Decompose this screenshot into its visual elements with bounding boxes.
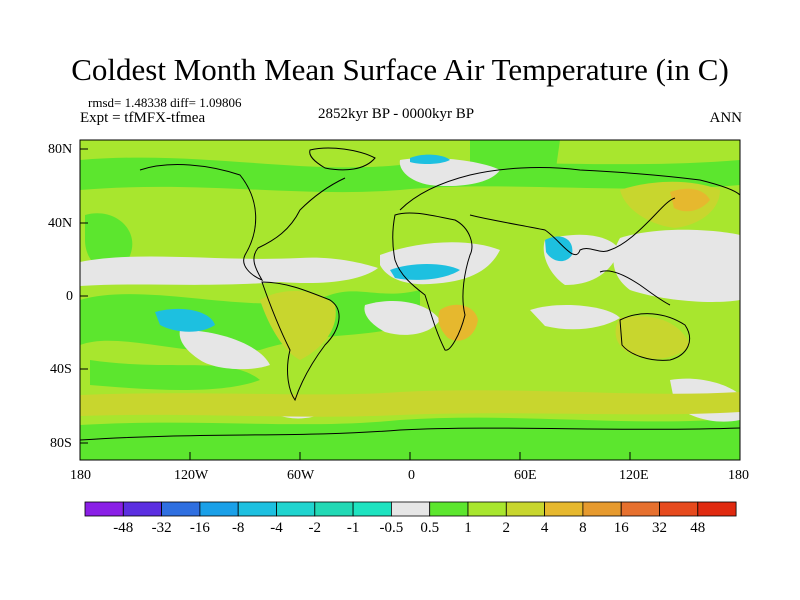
colorbar-label: 0.5 [420,520,439,536]
map-gray-barents [399,158,500,187]
colorbar-box [467,501,507,517]
stats-line: rmsd= 1.48338 diff= 1.09806 [88,95,242,110]
coastline-australia [619,313,690,361]
colorbar-label: 8 [579,520,587,536]
lat-label-40s: 40S [50,362,72,377]
colorbar-box [620,501,660,517]
colorbar-box [659,501,699,517]
coastline-maritime-continent [599,270,671,306]
colorbar-label: 4 [541,520,549,536]
map-gray-itcz-west [80,256,378,286]
map-ticks [80,148,631,460]
colorbar-label: -16 [190,520,210,536]
colorbar-box [390,501,431,517]
period-label: 2852kyr BP - 0000kyr BP [318,106,475,122]
coastline-north-america [139,164,346,282]
colorbar-box [582,501,622,517]
map-gray-west-pacific [613,229,740,302]
coastline-antarctica [79,427,741,441]
colorbar-boxes [84,501,737,517]
colorbar-box [505,501,545,517]
colorbar-box [84,501,124,517]
lon-label-60e: 60E [514,468,537,483]
colorbar-label: 48 [690,520,705,536]
colorbar-labels: -48 -32 -16 -8 -4 -2 -1 -0.5 0.5 1 2 4 8 16 32 48 [113,520,705,536]
colorbar-box [429,501,469,517]
lon-label-120e: 120E [619,468,649,483]
colorbar-label: 32 [652,520,667,536]
lat-label-80s: 80S [50,436,72,451]
colorbar-box [161,501,201,517]
lon-label-60w: 60W [287,468,315,483]
colorbar-box [314,501,354,517]
map-gray-south-atlantic [364,300,440,335]
coastline-greenland [309,147,376,171]
lon-label-180e: 180 [728,468,749,483]
map-cyan-east-pacific [155,308,215,332]
colorbar-label: 16 [614,520,630,536]
map-gray-southeast-pacific [179,330,270,370]
map-yellow-australia [615,316,690,359]
map-gray-indian-ocean [530,304,620,330]
colorbar-label: -32 [152,520,172,536]
colorbar-box [237,501,277,517]
colorbar-box [352,501,392,517]
map-green-south-pacific [90,360,260,390]
colorbar-label: -2 [309,520,322,536]
colorbar-label: -8 [232,520,245,536]
coastlines [79,147,741,441]
coastline-eurasia [399,167,741,256]
colorbar-box [697,501,737,517]
experiment-label: Expt = tfMFX-tfmea [80,110,206,126]
map-yellow-south-america [260,290,336,360]
coastline-south-america [261,281,340,402]
colorbar-label: -4 [270,520,283,536]
colorbar-box [122,501,163,517]
colorbar-box [276,501,316,517]
map-cyan-barents [410,154,450,165]
map-green-antarctic [80,417,740,460]
map-orange-northeast-asia [670,188,710,212]
season-label: ANN [709,110,743,126]
lon-label-120w: 120W [174,468,209,483]
chart-title: Coldest Month Mean Surface Air Temperatu… [71,52,729,87]
map-cyan-india [545,236,573,262]
map-green-north-pacific [85,213,133,271]
lon-label-180w: 180 [70,468,91,483]
lat-label-80n: 80N [48,142,73,157]
coastline-africa [392,212,473,351]
map-yellow-southern-band [80,390,740,417]
colorbar-box [544,501,584,517]
colorbar-box [199,501,239,517]
colorbar-label: 1 [464,520,472,536]
lat-label-40n: 40N [48,216,73,231]
colorbar-label: -1 [347,520,360,536]
map-orange-southern-africa [438,304,478,341]
colorbar-label: -48 [113,520,133,536]
colorbar-label: -0.5 [380,520,404,536]
lat-label-0: 0 [66,289,73,304]
map-cyan-sahel [390,264,460,280]
colorbar-label: 2 [503,520,511,536]
lon-label-0: 0 [408,468,415,483]
